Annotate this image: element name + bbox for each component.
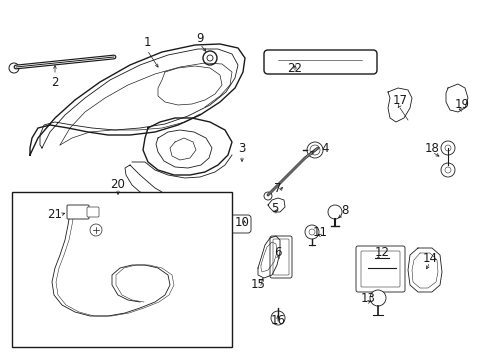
Text: 9: 9 xyxy=(196,31,203,45)
Text: 13: 13 xyxy=(360,292,375,305)
FancyBboxPatch shape xyxy=(87,207,99,217)
FancyBboxPatch shape xyxy=(264,50,376,74)
Circle shape xyxy=(444,167,450,173)
FancyBboxPatch shape xyxy=(269,236,291,278)
Circle shape xyxy=(9,63,19,73)
Circle shape xyxy=(309,145,319,155)
Text: 10: 10 xyxy=(234,216,249,229)
FancyBboxPatch shape xyxy=(67,205,89,219)
Text: 16: 16 xyxy=(270,314,285,327)
Text: 1: 1 xyxy=(143,36,150,49)
Text: 4: 4 xyxy=(321,141,328,154)
Text: 19: 19 xyxy=(453,99,468,112)
Text: 8: 8 xyxy=(341,203,348,216)
Text: 21: 21 xyxy=(47,208,62,221)
Text: 15: 15 xyxy=(250,279,265,292)
Circle shape xyxy=(206,55,213,61)
Text: 6: 6 xyxy=(274,246,281,258)
Circle shape xyxy=(369,290,385,306)
Circle shape xyxy=(327,205,341,219)
FancyBboxPatch shape xyxy=(272,239,288,275)
Text: 22: 22 xyxy=(287,62,302,75)
Circle shape xyxy=(305,225,318,239)
Text: 12: 12 xyxy=(374,246,389,258)
Text: 3: 3 xyxy=(238,141,245,154)
Text: 11: 11 xyxy=(312,225,327,238)
FancyBboxPatch shape xyxy=(355,246,404,292)
FancyBboxPatch shape xyxy=(360,251,399,287)
Text: 14: 14 xyxy=(422,252,437,265)
Text: 17: 17 xyxy=(392,94,407,107)
Circle shape xyxy=(306,142,323,158)
Circle shape xyxy=(90,224,102,236)
Circle shape xyxy=(440,141,454,155)
Text: 7: 7 xyxy=(274,181,281,194)
Bar xyxy=(12,192,231,347)
Circle shape xyxy=(264,192,271,200)
Circle shape xyxy=(270,311,285,325)
FancyBboxPatch shape xyxy=(228,215,250,233)
Circle shape xyxy=(308,229,314,235)
Circle shape xyxy=(444,145,450,151)
Text: 20: 20 xyxy=(110,179,125,192)
Text: 2: 2 xyxy=(51,76,59,89)
Text: 5: 5 xyxy=(271,202,278,215)
Circle shape xyxy=(440,163,454,177)
Circle shape xyxy=(203,51,217,65)
Text: 18: 18 xyxy=(424,141,439,154)
